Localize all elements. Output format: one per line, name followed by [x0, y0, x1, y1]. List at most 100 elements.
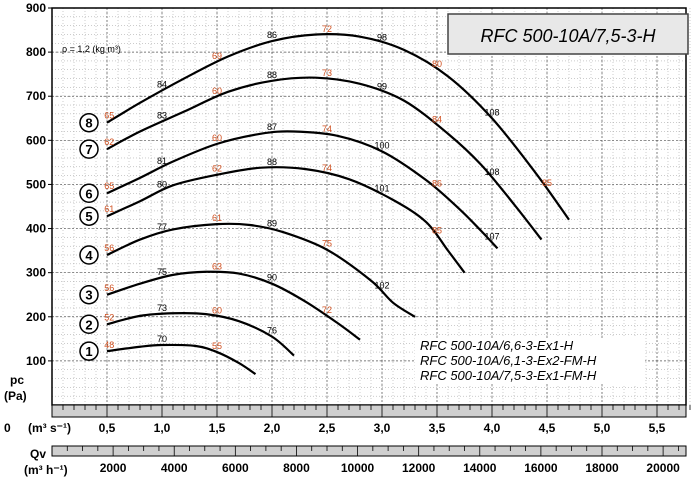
efficiency-label: 108 — [484, 167, 499, 177]
y-axis-unit: (Pa) — [4, 389, 27, 403]
legend-entry-3: RFC 500-10A/7,5-3-Ex1-FM-H — [420, 368, 597, 383]
efficiency-label: 70 — [157, 334, 167, 344]
x-tick-label-mh: 6000 — [222, 461, 249, 475]
efficiency-label: 88 — [267, 70, 277, 80]
efficiency-label: 60 — [212, 305, 222, 315]
axes: 100 200 300 400 500 600 700 800 900 0,5 1,0 1,5 2,0 2… — [26, 1, 691, 475]
chart-title: RFC 500-10A/7,5-3-H — [480, 26, 656, 46]
series-number-label: 8 — [85, 116, 92, 131]
efficiency-label: 102 — [374, 281, 389, 291]
series-line-5 — [106, 166, 466, 274]
efficiency-label: 107 — [484, 232, 499, 242]
x-tick-label-mh: 12000 — [402, 461, 436, 475]
x-tick-label-ms: 0,5 — [99, 421, 116, 435]
x-axis-unit-top: (m³ s⁻¹) — [28, 421, 71, 435]
series-number-label: 3 — [85, 288, 92, 303]
legend-entry-1: RFC 500-10A/6,6-3-Ex1-H — [420, 338, 574, 353]
x-tick-label-mh: 4000 — [161, 461, 188, 475]
efficiency-label: 86 — [267, 30, 277, 40]
x-tick-label-ms: 4,5 — [539, 421, 556, 435]
efficiency-label: 55 — [212, 341, 222, 351]
x-tick-label-mh: 8000 — [283, 461, 310, 475]
efficiency-label: 81 — [157, 156, 167, 166]
x-tick-label-ms: 3,0 — [374, 421, 391, 435]
efficiency-label: 101 — [374, 184, 389, 194]
efficiency-label: 90 — [267, 273, 277, 283]
series-number-label: 2 — [85, 317, 92, 332]
efficiency-label: 84 — [157, 80, 167, 90]
efficiency-label: 75 — [157, 267, 167, 277]
series-line-6 — [106, 130, 499, 250]
y-tick-label: 500 — [26, 177, 46, 191]
efficiency-label: 86 — [432, 179, 442, 189]
efficiency-label: 87 — [267, 122, 277, 132]
efficiency-label: 48 — [104, 340, 114, 350]
efficiency-label: 80 — [432, 59, 442, 69]
x-tick-label-mh: 2000 — [100, 461, 127, 475]
efficiency-label: 85 — [542, 178, 552, 188]
series-number-label: 1 — [85, 344, 92, 359]
series-number-label: 6 — [85, 186, 92, 201]
legend-entry-2: RFC 500-10A/6,1-3-Ex2-FM-H — [420, 353, 597, 368]
y-tick-label: 700 — [26, 89, 46, 103]
efficiency-label: 62 — [104, 137, 114, 147]
x-axis-origin-label: 0 — [4, 421, 11, 435]
x-tick-label-ms: 3,5 — [429, 421, 446, 435]
y-tick-label: 400 — [26, 222, 46, 236]
series-number-circle — [79, 314, 99, 335]
series-number-circle — [79, 341, 99, 361]
efficiency-label: 108 — [484, 107, 499, 117]
efficiency-label: 73 — [157, 303, 167, 313]
x-tick-label-ms: 5,0 — [594, 421, 611, 435]
efficiency-label: 63 — [212, 261, 222, 271]
efficiency-label: 80 — [157, 180, 167, 190]
efficiency-label: 56 — [104, 243, 114, 253]
x-tick-label-ms: 1,5 — [209, 421, 226, 435]
series-number-circle — [79, 112, 99, 133]
x-tick-label-mh: 20000 — [646, 461, 680, 475]
x-tick-label-mh: 14000 — [463, 461, 497, 475]
density-note: ρ = 1,2 (kg m³) — [62, 44, 121, 54]
x-tick-label-ms: 5,5 — [649, 421, 666, 435]
efficiency-label: 61 — [212, 213, 222, 223]
efficiency-label: 85 — [432, 225, 442, 235]
labels: RFC 500-10A/7,5-3-H ρ = 1,2 (kg m³) RFC … — [4, 13, 689, 477]
efficiency-label: 83 — [157, 111, 167, 121]
x-axis-label: Qv — [30, 447, 46, 461]
series-line-3 — [106, 270, 361, 341]
axis-band-bottom — [51, 445, 687, 457]
y-axis-label: pc — [10, 373, 24, 387]
series-number-circle — [79, 284, 99, 305]
efficiency-label: 84 — [432, 114, 442, 124]
efficiency-label: 72 — [322, 24, 332, 34]
title-box — [447, 13, 689, 55]
series-number-label: 4 — [85, 248, 93, 263]
legend-background — [415, 338, 645, 384]
series-number-label: 7 — [85, 142, 92, 157]
efficiency-label: 69 — [212, 51, 222, 61]
x-tick-label-mh: 18000 — [585, 461, 619, 475]
efficiency-label: 56 — [104, 283, 114, 293]
x-tick-label-mh: 16000 — [524, 461, 558, 475]
efficiency-label: 74 — [322, 163, 332, 173]
series-line-2 — [106, 311, 295, 357]
efficiency-label: 89 — [267, 219, 277, 229]
efficiency-label: 77 — [157, 222, 167, 232]
efficiency-label: 99 — [377, 81, 387, 91]
y-tick-label: 200 — [26, 310, 46, 324]
efficiency-label: 75 — [322, 239, 332, 249]
efficiency-label: 72 — [322, 305, 332, 315]
x-axis-unit-bottom: (m³ h⁻¹) — [24, 463, 68, 477]
y-tick-label: 100 — [26, 354, 46, 368]
y-tick-label: 800 — [26, 45, 46, 59]
efficiency-label: 62 — [212, 164, 222, 174]
series-number-label: 5 — [85, 209, 92, 224]
series-line-8 — [106, 33, 570, 221]
efficiency-label: 65 — [104, 110, 114, 120]
efficiency-label: 88 — [267, 157, 277, 167]
efficiency-label: 100 — [374, 140, 389, 150]
efficiency-label: 74 — [322, 124, 332, 134]
series-line-4 — [106, 222, 416, 318]
